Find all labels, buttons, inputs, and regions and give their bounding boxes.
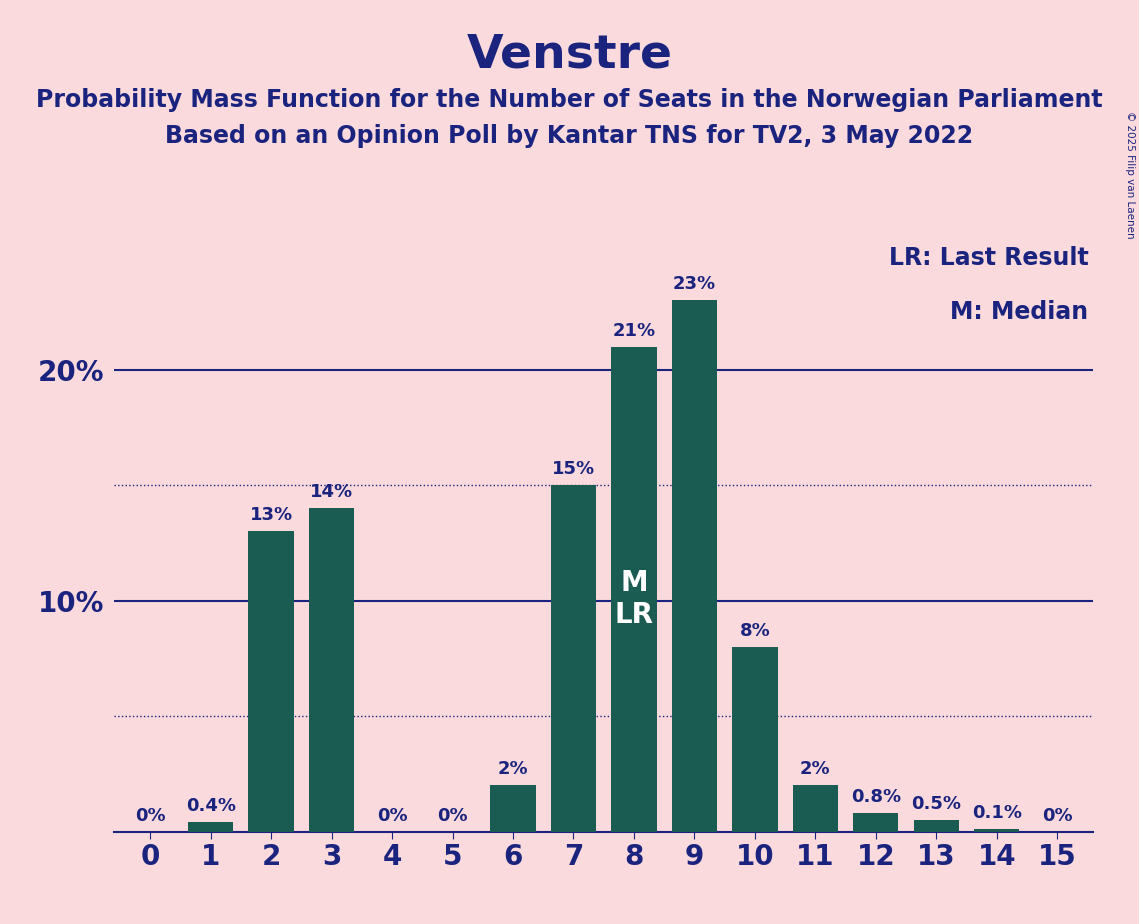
Text: 0%: 0% [377, 807, 408, 824]
Bar [913, 821, 959, 832]
Text: 0.8%: 0.8% [851, 788, 901, 806]
Text: 0%: 0% [1042, 807, 1073, 824]
Bar [612, 346, 656, 832]
Text: 0%: 0% [134, 807, 165, 824]
Text: Based on an Opinion Poll by Kantar TNS for TV2, 3 May 2022: Based on an Opinion Poll by Kantar TNS f… [165, 124, 974, 148]
Text: 0%: 0% [437, 807, 468, 824]
Text: 14%: 14% [310, 483, 353, 501]
Text: Venstre: Venstre [467, 32, 672, 78]
Text: © 2025 Filip van Laenen: © 2025 Filip van Laenen [1125, 111, 1134, 238]
Text: 2%: 2% [800, 760, 830, 778]
Text: 8%: 8% [739, 622, 770, 639]
Bar [853, 813, 899, 832]
Bar [672, 300, 718, 832]
Text: M
LR: M LR [614, 568, 654, 629]
Text: 2%: 2% [498, 760, 528, 778]
Text: 0.5%: 0.5% [911, 796, 961, 813]
Bar [793, 785, 838, 832]
Text: LR: Last Result: LR: Last Result [888, 246, 1089, 270]
Text: 21%: 21% [613, 322, 655, 339]
Text: 0.1%: 0.1% [972, 805, 1022, 822]
Bar [490, 785, 535, 832]
Bar [248, 531, 294, 832]
Text: Probability Mass Function for the Number of Seats in the Norwegian Parliament: Probability Mass Function for the Number… [36, 88, 1103, 112]
Text: 15%: 15% [552, 460, 595, 479]
Bar [551, 485, 596, 832]
Bar [188, 822, 233, 832]
Bar [309, 508, 354, 832]
Bar [974, 830, 1019, 832]
Text: 0.4%: 0.4% [186, 797, 236, 815]
Text: M: Median: M: Median [950, 300, 1089, 324]
Bar [732, 647, 778, 832]
Text: 23%: 23% [673, 275, 716, 294]
Text: 13%: 13% [249, 506, 293, 525]
